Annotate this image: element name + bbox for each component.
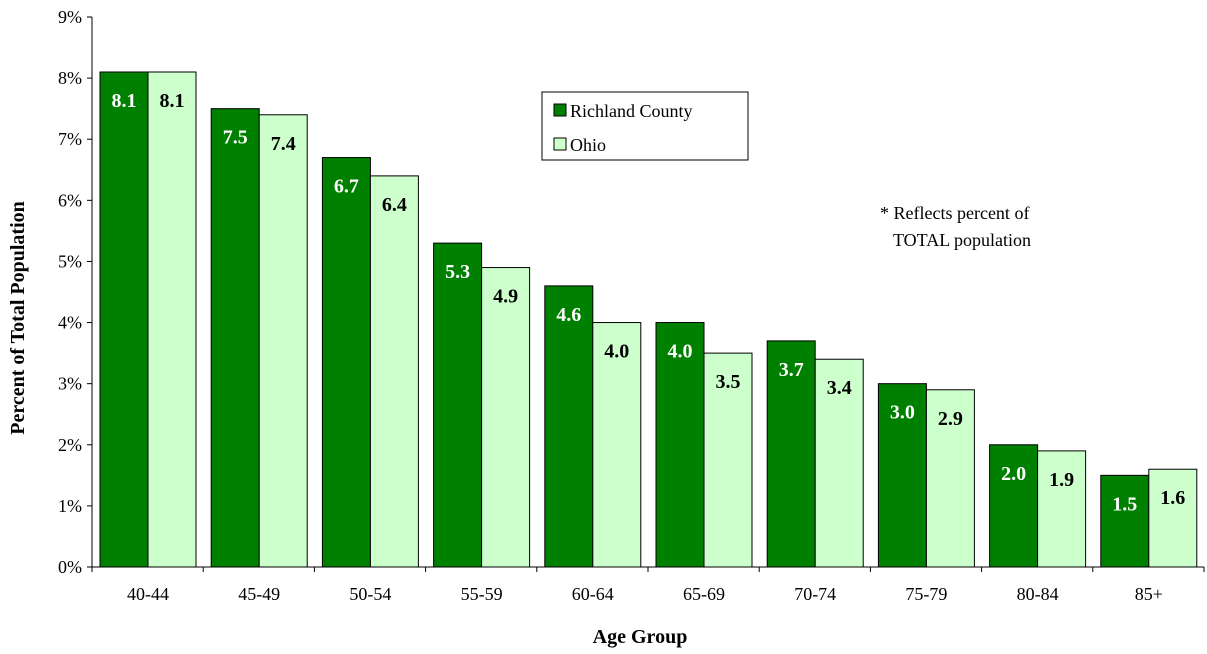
value-label-ohio-65-69: 3.5	[716, 371, 741, 393]
legend-swatch-richland-county	[553, 103, 567, 117]
value-label-richland-county-50-54: 6.7	[334, 176, 359, 198]
y-tick-label: 3%	[58, 374, 82, 394]
bar-richland-county-55-59	[433, 242, 483, 568]
legend-swatch-ohio	[553, 137, 567, 151]
x-axis-title: Age Group	[593, 626, 688, 648]
value-label-richland-county-65-69: 4.0	[668, 341, 693, 363]
x-tick-label: 40-44	[127, 584, 169, 604]
y-axis-title: Percent of Total Population	[7, 201, 29, 435]
y-tick-label: 1%	[58, 496, 82, 516]
bar-richland-county-75-79	[877, 383, 927, 568]
bar-ohio-65-69	[703, 352, 753, 568]
bar-richland-county-70-74	[766, 340, 816, 568]
x-axis-tick-labels: 40-44 45-49 50-54 55-59 60-64 65-69 70-74 75-79…	[127, 584, 1163, 604]
value-label-ohio-55-59: 4.9	[493, 286, 518, 308]
x-tick-label: 60-64	[572, 584, 614, 604]
x-tick-label: 70-74	[794, 584, 836, 604]
bar-ohio-75-79	[925, 389, 975, 568]
annotation-line-2: TOTAL population	[893, 230, 1031, 250]
legend-label-richland-county: Richland County	[570, 101, 693, 121]
bar-ohio-60-64	[592, 322, 642, 568]
bar-richland-county-65-69	[655, 322, 705, 568]
value-label-richland-county-55-59: 5.3	[445, 261, 470, 283]
bar-richland-county-45-49	[210, 108, 260, 568]
x-tick-label: 45-49	[238, 584, 280, 604]
value-label-richland-county-80-84: 2.0	[1001, 463, 1026, 485]
value-label-ohio-70-74: 3.4	[827, 377, 852, 399]
bars	[99, 71, 1198, 568]
bar-richland-county-60-64	[544, 285, 594, 568]
y-tick-label: 2%	[58, 435, 82, 455]
y-tick-label: 9%	[58, 7, 82, 27]
bar-ohio-55-59	[481, 267, 531, 568]
legend: Richland County Ohio	[541, 91, 749, 161]
bar-ohio-70-74	[814, 358, 864, 568]
y-tick-label: 5%	[58, 251, 82, 271]
y-axis-ticks: 0% 1% 2% 3% 4% 5% 6% 7% 8% 9%	[58, 7, 1205, 577]
bar-richland-county-40-44	[99, 71, 149, 568]
value-label-ohio-80-84: 1.9	[1049, 469, 1074, 491]
x-tick-label: 75-79	[905, 584, 947, 604]
value-label-richland-county-45-49: 7.5	[223, 127, 248, 149]
bar-ohio-45-49	[258, 114, 308, 568]
value-label-ohio-50-54: 6.4	[382, 194, 407, 216]
y-tick-label: 0%	[58, 557, 82, 577]
y-tick-label: 4%	[58, 313, 82, 333]
value-label-ohio-45-49: 7.4	[271, 133, 296, 155]
annotation-line-1: * Reflects percent of	[880, 203, 1029, 223]
bar-richland-county-80-84	[989, 444, 1039, 568]
bar-ohio-40-44	[147, 71, 197, 568]
x-tick-label: 80-84	[1017, 584, 1059, 604]
bar-richland-county-50-54	[321, 157, 371, 568]
value-label-richland-county-60-64: 4.6	[556, 304, 581, 326]
value-label-richland-county-75-79: 3.0	[890, 402, 915, 424]
value-label-ohio-85+: 1.6	[1160, 487, 1185, 509]
bar-ohio-50-54	[369, 175, 419, 568]
y-tick-label: 8%	[58, 68, 82, 88]
value-label-ohio-75-79: 2.9	[938, 408, 963, 430]
annotation: * Reflects percent of TOTAL population	[880, 203, 1031, 250]
value-labels: 8.1 8.1 7.5 7.4 6.7 6.4 5.3 4.9 4.6 4.0 4.0 3.5 3.7 3…	[112, 90, 1186, 515]
x-tick-label: 50-54	[349, 584, 391, 604]
value-label-richland-county-85+: 1.5	[1112, 493, 1137, 515]
value-label-ohio-40-44: 8.1	[160, 90, 185, 112]
value-label-richland-county-40-44: 8.1	[112, 90, 137, 112]
value-label-ohio-60-64: 4.0	[604, 341, 629, 363]
y-tick-label: 6%	[58, 190, 82, 210]
bar-ohio-85+	[1148, 468, 1198, 568]
value-label-richland-county-70-74: 3.7	[779, 359, 804, 381]
bar-ohio-80-84	[1037, 450, 1087, 568]
x-tick-label: 55-59	[461, 584, 503, 604]
bar-richland-county-85+	[1100, 474, 1150, 568]
legend-label-ohio: Ohio	[570, 135, 606, 155]
y-tick-label: 7%	[58, 129, 82, 149]
x-tick-label: 85+	[1135, 584, 1163, 604]
x-tick-label: 65-69	[683, 584, 725, 604]
legend-box	[541, 91, 749, 161]
